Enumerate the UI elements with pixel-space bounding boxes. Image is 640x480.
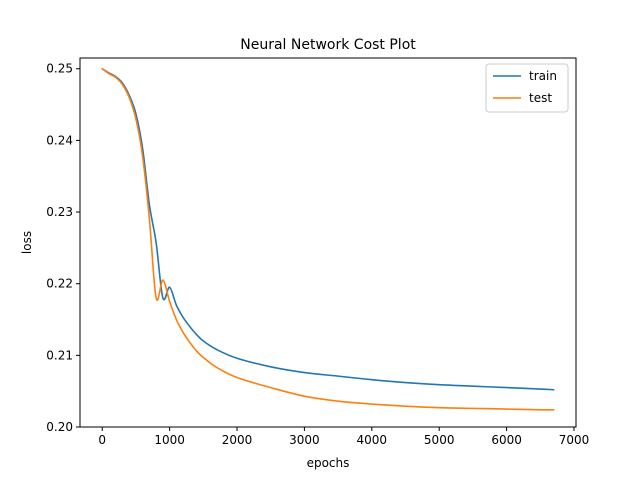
x-tick-label: 7000 xyxy=(559,433,590,447)
legend: train test xyxy=(485,63,569,113)
y-axis-label: loss xyxy=(20,231,34,254)
x-tick-label: 1000 xyxy=(154,433,185,447)
y-axis-ticks: 0.20 0.21 0.22 0.23 0.24 0.25 xyxy=(46,62,80,434)
x-tick-label: 3000 xyxy=(289,433,320,447)
y-tick-label: 0.25 xyxy=(46,62,73,76)
chart-title: Neural Network Cost Plot xyxy=(240,37,416,53)
x-tick-label: 0 xyxy=(98,433,106,447)
legend-label-test: test xyxy=(529,91,552,105)
series-line-train xyxy=(101,67,555,391)
y-tick-label: 0.23 xyxy=(46,205,73,219)
x-axis-label: epochs xyxy=(307,456,350,470)
x-tick-label: 2000 xyxy=(222,433,253,447)
x-tick-label: 5000 xyxy=(424,433,455,447)
series-layer xyxy=(101,67,555,411)
x-tick-label: 6000 xyxy=(491,433,522,447)
x-axis-ticks: 0 1000 2000 3000 4000 5000 6000 7000 xyxy=(98,427,589,447)
y-tick-label: 0.24 xyxy=(46,133,73,147)
y-tick-label: 0.21 xyxy=(46,348,73,362)
y-tick-label: 0.20 xyxy=(46,420,73,434)
x-tick-label: 4000 xyxy=(357,433,388,447)
series-line-test xyxy=(101,67,555,411)
y-tick-label: 0.22 xyxy=(46,277,73,291)
legend-label-train: train xyxy=(529,69,557,83)
plot-frame xyxy=(79,57,577,428)
